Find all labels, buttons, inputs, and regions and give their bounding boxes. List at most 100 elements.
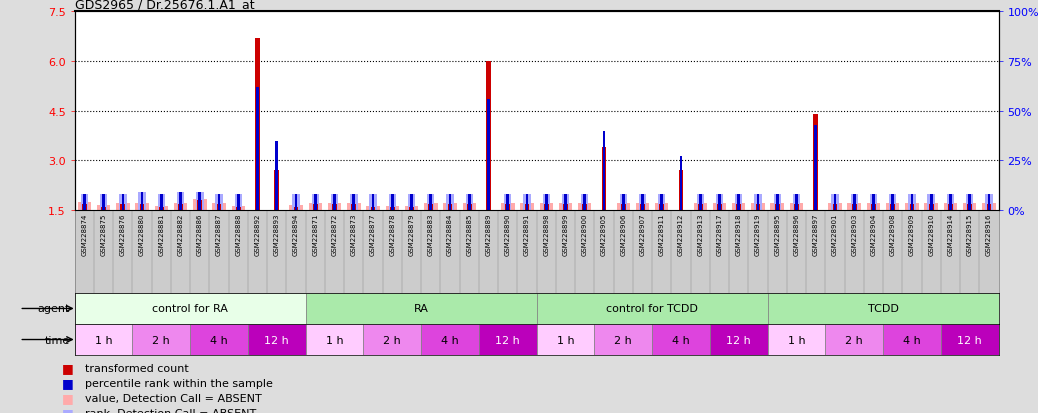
- Bar: [564, 204, 568, 211]
- Bar: [198, 193, 201, 211]
- Bar: [815, 126, 817, 211]
- Bar: [479, 324, 537, 355]
- Bar: [501, 203, 515, 211]
- Text: agent: agent: [37, 304, 70, 314]
- Bar: [814, 115, 818, 211]
- Bar: [328, 203, 342, 211]
- Bar: [366, 206, 380, 211]
- Text: GSM228875: GSM228875: [101, 213, 107, 255]
- Bar: [699, 195, 702, 211]
- Bar: [523, 195, 530, 211]
- Bar: [794, 204, 799, 211]
- Bar: [655, 203, 668, 211]
- Text: GSM228896: GSM228896: [793, 213, 799, 256]
- Bar: [255, 39, 260, 211]
- Bar: [275, 141, 278, 211]
- Bar: [78, 202, 91, 211]
- Bar: [140, 204, 144, 211]
- Bar: [696, 195, 704, 211]
- Text: GSM228899: GSM228899: [563, 213, 569, 256]
- Text: rank, Detection Call = ABSENT: rank, Detection Call = ABSENT: [85, 408, 256, 413]
- Text: 1 h: 1 h: [94, 335, 112, 345]
- Text: RA: RA: [414, 304, 429, 314]
- Text: 2 h: 2 h: [383, 335, 401, 345]
- Text: 1 h: 1 h: [326, 335, 344, 345]
- Bar: [430, 195, 432, 211]
- Text: GDS2965 / Dr.25676.1.A1_at: GDS2965 / Dr.25676.1.A1_at: [75, 0, 254, 11]
- Bar: [388, 195, 397, 211]
- Bar: [717, 204, 721, 211]
- Bar: [986, 204, 991, 211]
- Bar: [390, 207, 394, 211]
- Bar: [537, 293, 767, 324]
- Bar: [308, 203, 322, 211]
- Bar: [408, 195, 415, 211]
- Bar: [909, 204, 914, 211]
- Bar: [371, 207, 376, 211]
- Bar: [190, 324, 248, 355]
- Text: GSM228894: GSM228894: [293, 213, 299, 255]
- Bar: [155, 206, 168, 211]
- Text: GSM228904: GSM228904: [871, 213, 876, 255]
- Bar: [693, 203, 707, 211]
- Bar: [180, 193, 182, 211]
- Bar: [176, 193, 185, 211]
- Bar: [293, 195, 300, 211]
- Text: GSM228886: GSM228886: [197, 213, 202, 256]
- Bar: [545, 195, 548, 211]
- Bar: [756, 204, 761, 211]
- Bar: [520, 203, 534, 211]
- Bar: [886, 203, 900, 211]
- Bar: [363, 324, 421, 355]
- Text: control for RA: control for RA: [153, 304, 228, 314]
- Bar: [75, 293, 305, 324]
- Text: GSM228916: GSM228916: [986, 213, 992, 256]
- Bar: [767, 293, 999, 324]
- Text: 2 h: 2 h: [614, 335, 632, 345]
- Bar: [213, 203, 226, 211]
- Text: GSM228912: GSM228912: [678, 213, 684, 255]
- Text: 2 h: 2 h: [845, 335, 863, 345]
- Text: GSM228876: GSM228876: [119, 213, 126, 256]
- Bar: [831, 195, 839, 211]
- Bar: [82, 204, 87, 211]
- Bar: [331, 195, 338, 211]
- Text: GSM228898: GSM228898: [543, 213, 549, 256]
- Bar: [852, 204, 856, 211]
- Bar: [967, 204, 972, 211]
- Bar: [773, 195, 781, 211]
- Bar: [448, 195, 452, 211]
- Bar: [774, 204, 780, 211]
- Text: GSM228880: GSM228880: [139, 213, 145, 256]
- Bar: [891, 204, 895, 211]
- Text: 1 h: 1 h: [788, 335, 805, 345]
- Text: ■: ■: [62, 376, 74, 389]
- Bar: [83, 195, 86, 211]
- Bar: [237, 195, 240, 211]
- Text: GSM228881: GSM228881: [159, 213, 164, 256]
- Text: GSM228908: GSM228908: [890, 213, 896, 256]
- Text: GSM228891: GSM228891: [524, 213, 530, 256]
- Bar: [871, 204, 876, 211]
- Bar: [982, 203, 995, 211]
- Bar: [173, 203, 187, 211]
- Bar: [160, 195, 163, 211]
- Bar: [947, 195, 954, 211]
- Bar: [504, 195, 512, 211]
- Bar: [119, 195, 127, 211]
- Bar: [905, 203, 919, 211]
- Bar: [565, 195, 567, 211]
- Text: GSM228885: GSM228885: [466, 213, 472, 255]
- Bar: [193, 199, 207, 211]
- Bar: [138, 193, 145, 211]
- Bar: [421, 324, 479, 355]
- Bar: [370, 195, 377, 211]
- Text: GSM228905: GSM228905: [601, 213, 607, 255]
- Bar: [409, 207, 414, 211]
- Bar: [75, 324, 133, 355]
- Bar: [427, 195, 435, 211]
- Bar: [581, 195, 589, 211]
- Bar: [870, 195, 877, 211]
- Bar: [892, 195, 894, 211]
- Bar: [850, 195, 858, 211]
